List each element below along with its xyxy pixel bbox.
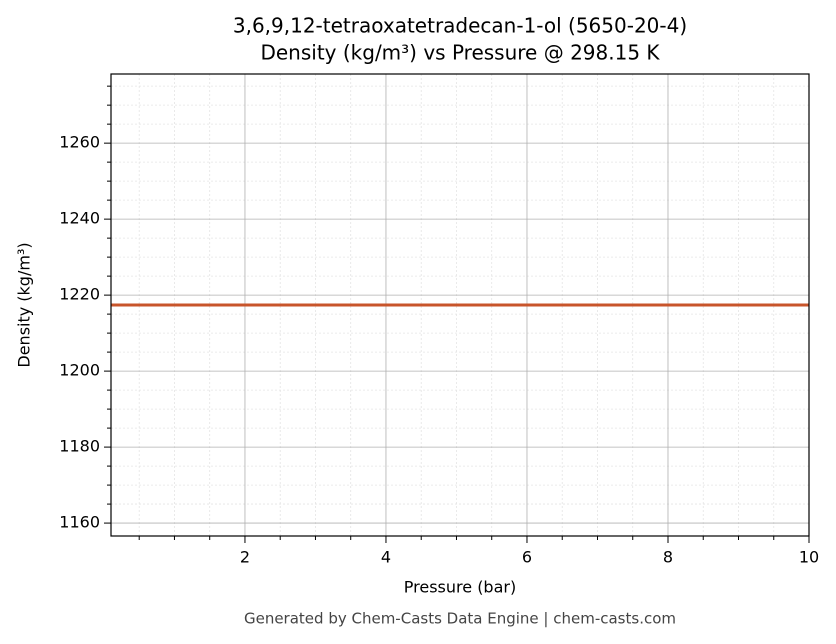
y-axis-label: Density (kg/m³) — [15, 242, 34, 367]
y-tick-label: 1260 — [59, 133, 100, 152]
plot-frame — [110, 73, 810, 537]
y-tick-label: 1160 — [59, 513, 100, 532]
y-tick-label: 1240 — [59, 209, 100, 228]
chart-title: 3,6,9,12-tetraoxatetradecan-1-ol (5650-2… — [233, 14, 687, 38]
y-tick-label: 1220 — [59, 285, 100, 304]
x-axis-label: Pressure (bar) — [404, 578, 516, 597]
x-tick-label: 4 — [381, 548, 391, 567]
x-tick-label: 6 — [522, 548, 532, 567]
x-tick-label: 8 — [663, 548, 673, 567]
x-tick-label: 10 — [799, 548, 819, 567]
y-tick-label: 1200 — [59, 361, 100, 380]
y-tick-label: 1180 — [59, 437, 100, 456]
chart-subtitle: Density (kg/m³) vs Pressure @ 298.15 K — [260, 41, 660, 65]
footer: Generated by Chem-Casts Data Engine | ch… — [244, 610, 676, 628]
x-tick-label: 2 — [240, 548, 250, 567]
